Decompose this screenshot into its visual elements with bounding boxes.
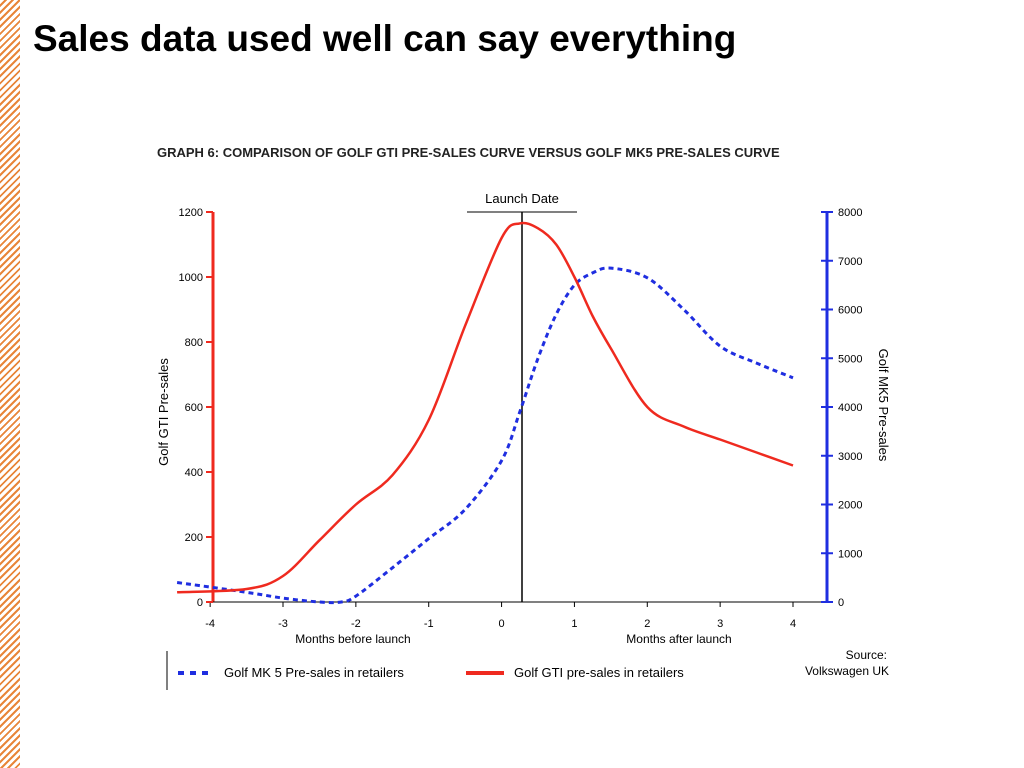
- left-y-tick-label: 1000: [179, 272, 203, 284]
- decorative-stripe: [0, 0, 20, 768]
- series-line-gti: [177, 221, 794, 594]
- right-y-tick-label: 8000: [838, 207, 862, 219]
- left-y-axis-title: Golf GTI Pre-sales: [156, 358, 171, 466]
- left-y-tick-label: 0: [197, 597, 203, 609]
- x-tick-label: 2: [644, 618, 650, 630]
- legend-gti-label: Golf GTI pre-sales in retailers: [514, 665, 684, 680]
- x-tick-label: 0: [499, 618, 505, 630]
- x-tick-label: -3: [278, 618, 288, 630]
- x-tick-label: -4: [205, 618, 215, 630]
- left-y-tick-label: 800: [185, 337, 203, 349]
- x-tick-label: 4: [790, 618, 796, 630]
- right-y-tick-label: 4000: [838, 402, 862, 414]
- left-y-tick-label: 400: [185, 467, 203, 479]
- x-tick-label: -2: [351, 618, 361, 630]
- x-label-after: Months after launch: [626, 632, 731, 646]
- x-tick-label: 1: [571, 618, 577, 630]
- tick-layer: -4 -3 -2 -1 0 1 2 3 4 0 200 400 600 800 1000 1200 0 1000 2…: [179, 207, 863, 630]
- launch-date-label: Launch Date: [485, 191, 559, 206]
- legend-mk5-label: Golf MK 5 Pre-sales in retailers: [224, 665, 404, 680]
- right-y-tick-label: 2000: [838, 500, 862, 512]
- right-y-tick-label: 0: [838, 597, 844, 609]
- x-label-before: Months before launch: [295, 632, 410, 646]
- x-tick-label: 3: [717, 618, 723, 630]
- x-tick-label: -1: [424, 618, 434, 630]
- left-y-tick-label: 1200: [179, 207, 203, 219]
- chart-title: GRAPH 6: COMPARISON OF GOLF GTI PRE-SALE…: [157, 145, 780, 160]
- right-y-tick-label: 5000: [838, 353, 862, 365]
- left-y-tick-label: 200: [185, 532, 203, 544]
- right-y-tick-label: 1000: [838, 548, 862, 560]
- right-y-tick-label: 3000: [838, 451, 862, 463]
- source-label: Source:: [846, 648, 887, 662]
- right-y-axis-title: Golf MK5 Pre-sales: [876, 349, 891, 462]
- left-y-tick-label: 600: [185, 402, 203, 414]
- right-y-tick-label: 7000: [838, 256, 862, 268]
- slide-title: Sales data used well can say everything: [33, 18, 737, 59]
- source-name: Volkswagen UK: [805, 664, 889, 678]
- right-y-tick-label: 6000: [838, 305, 862, 317]
- series-layer: [176, 221, 794, 605]
- series-line-mk5: [176, 266, 794, 605]
